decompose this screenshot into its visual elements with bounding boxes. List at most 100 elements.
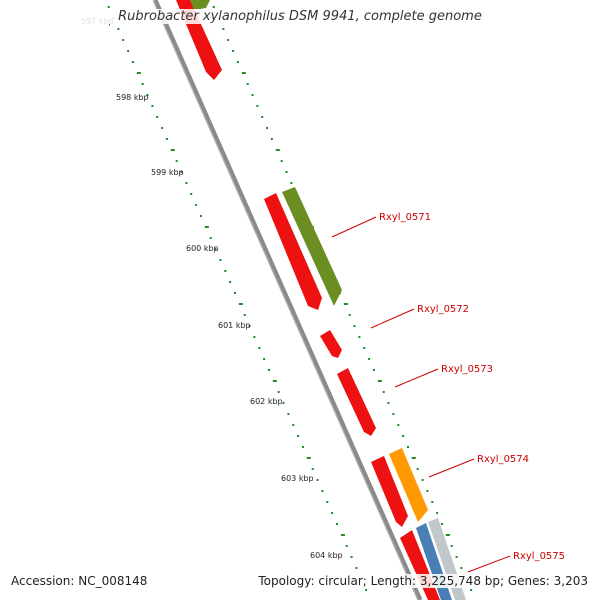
gc-dot: [373, 369, 375, 371]
gene-label-rxyl-0573[interactable]: Rxyl_0573: [441, 364, 493, 375]
tick-label: 600 kbp: [186, 244, 219, 253]
gc-dot: [365, 589, 368, 591]
gc-dot: [246, 83, 249, 85]
gc-dot: [382, 391, 385, 393]
gc-dot: [321, 490, 324, 492]
tick-label: 604 kbp: [310, 551, 343, 560]
gc-dot: [290, 182, 293, 184]
gc-dot: [470, 589, 473, 591]
tick-label: 601 kbp: [218, 321, 251, 330]
gc-dot: [238, 303, 243, 305]
gc-dot: [275, 149, 280, 151]
gc-dot: [441, 523, 443, 525]
gene-red-0572[interactable]: [320, 330, 342, 358]
gc-dot: [212, 6, 215, 8]
gc-dot: [302, 446, 304, 448]
gc-dot: [258, 347, 261, 349]
gc-dot: [326, 501, 329, 503]
gc-dot: [165, 138, 168, 140]
gc-dot: [175, 160, 178, 162]
gc-dot: [185, 182, 188, 184]
gene-label-rxyl-0572[interactable]: Rxyl_0572: [417, 304, 469, 315]
gc-dot: [455, 556, 458, 558]
gc-dot: [348, 314, 351, 316]
leader-line: [394, 368, 439, 388]
gc-dot: [234, 292, 236, 294]
gc-dot: [268, 369, 270, 371]
gc-dot: [272, 380, 277, 382]
gc-dot: [282, 402, 285, 404]
gc-dot: [248, 325, 251, 327]
gc-dot: [280, 160, 283, 162]
gc-dot: [377, 380, 382, 382]
gc-dot: [421, 479, 424, 481]
gc-dot: [402, 435, 405, 437]
genome-backbone-highlight: [152, 0, 419, 600]
gc-dot: [431, 501, 434, 503]
tick-label: 602 kbp: [250, 397, 283, 406]
gene-olive-top[interactable]: [190, 0, 210, 10]
gc-dot: [331, 512, 334, 514]
gc-dot: [340, 534, 345, 536]
gc-dot: [156, 116, 159, 118]
gc-dot: [416, 468, 419, 470]
gc-dot: [353, 325, 356, 327]
gc-dot: [224, 270, 227, 272]
gc-dot: [263, 358, 266, 360]
gc-dot: [285, 171, 288, 173]
gc-dot: [229, 281, 232, 283]
gc-dot: [287, 413, 290, 415]
gc-dot: [236, 61, 239, 63]
gc-dot: [180, 171, 183, 173]
tick-label: 598 kbp: [116, 93, 149, 102]
gc-dot: [306, 457, 311, 459]
gc-dot: [141, 83, 144, 85]
genome-backbone: [152, 0, 423, 600]
gene-labels: Rxyl_0571 Rxyl_0572 Rxyl_0573 Rxyl_0574 …: [331, 212, 565, 573]
gc-dot: [227, 39, 230, 41]
genome-stats-text: Topology: circular; Length: 3,225,748 bp…: [256, 574, 590, 588]
gc-dot: [450, 545, 453, 547]
gc-dot: [241, 72, 246, 74]
gc-dot: [195, 204, 198, 206]
gene-orange-0574[interactable]: [389, 448, 428, 522]
gc-dot: [266, 127, 269, 129]
gc-dot: [131, 61, 134, 63]
gc-dot: [392, 413, 395, 415]
gene-label-rxyl-0571[interactable]: Rxyl_0571: [379, 212, 431, 223]
gene-label-rxyl-0574[interactable]: Rxyl_0574: [477, 454, 529, 465]
gc-dot: [151, 105, 154, 107]
gene-features: [176, 0, 466, 600]
gc-dot: [251, 94, 254, 96]
tick-label: 599 kbp: [151, 168, 184, 177]
gc-dot: [336, 523, 338, 525]
gene-red-0573[interactable]: [337, 368, 376, 436]
gc-dot: [343, 303, 348, 305]
gc-dot: [345, 545, 348, 547]
accession-text: Accession: NC_008148: [9, 574, 150, 588]
gc-dot: [146, 94, 149, 96]
genome-title: Rubrobacter xylanophilus DSM 9941, compl…: [0, 9, 600, 24]
leader-line: [428, 458, 475, 478]
gc-dot: [350, 556, 353, 558]
gc-dot: [161, 127, 164, 129]
gc-dot: [256, 105, 259, 107]
gc-dot: [445, 534, 450, 536]
gene-red-0571[interactable]: [264, 193, 322, 310]
gc-dot: [209, 237, 212, 239]
gc-dot: [127, 50, 130, 52]
gene-olive-0571[interactable]: [282, 187, 342, 306]
gc-dot: [277, 391, 280, 393]
gene-label-rxyl-0575[interactable]: Rxyl_0575: [513, 551, 565, 562]
gc-dot: [297, 435, 300, 437]
gc-dot: [355, 567, 358, 569]
gc-dot: [261, 116, 264, 118]
gc-dot: [460, 567, 463, 569]
gc-dot: [397, 424, 400, 426]
gc-dot: [292, 424, 295, 426]
gene-red-0574[interactable]: [371, 456, 408, 527]
gc-dot: [204, 226, 209, 228]
gc-dot: [136, 72, 141, 74]
gc-dot: [107, 6, 110, 8]
